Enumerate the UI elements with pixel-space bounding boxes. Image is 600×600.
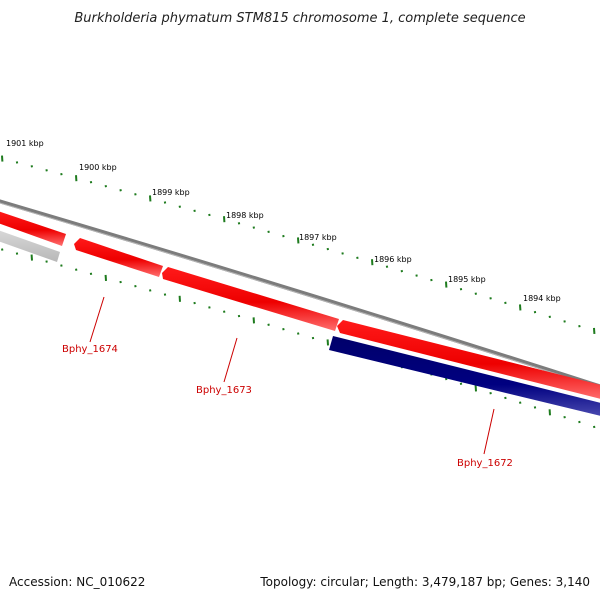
gene-arrow-bphy-1674[interactable] bbox=[74, 238, 163, 277]
tick-label-1894: 1894 kbp bbox=[523, 294, 561, 303]
gene-arrow-bphy-1673[interactable] bbox=[162, 267, 339, 331]
sequence-summary-text: Topology: circular; Length: 3,479,187 bp… bbox=[259, 575, 590, 589]
gene-label-bphy-1672[interactable]: Bphy_1672 bbox=[457, 458, 513, 469]
gene-arrow-partial bbox=[0, 211, 66, 246]
map-title: Burkholderia phymatum STM815 chromosome … bbox=[74, 11, 525, 26]
tick-label-1896: 1896 kbp bbox=[374, 255, 412, 264]
leader-line-bphy-1674 bbox=[89, 296, 105, 343]
faded-neighbor-gene bbox=[0, 230, 60, 262]
gene-label-bphy-1674[interactable]: Bphy_1674 bbox=[62, 344, 118, 355]
tick-label-1899: 1899 kbp bbox=[152, 188, 190, 197]
sequence-backbone bbox=[0, 199, 600, 389]
tick-label-1900: 1900 kbp bbox=[79, 163, 117, 172]
tick-label-1898: 1898 kbp bbox=[226, 211, 264, 220]
tick-label-1897: 1897 kbp bbox=[299, 233, 337, 242]
tick-scale-upper bbox=[1, 155, 596, 334]
tick-label-1895: 1895 kbp bbox=[448, 275, 486, 284]
gene-label-bphy-1673[interactable]: Bphy_1673 bbox=[196, 385, 252, 396]
gene-arrow-reverse-strand[interactable] bbox=[329, 336, 600, 417]
sequence-backbone-highlight bbox=[0, 202, 600, 389]
leader-line-bphy-1672 bbox=[483, 408, 495, 455]
tick-label-1901: 1901 kbp bbox=[6, 139, 44, 148]
accession-text: Accession: NC_010622 bbox=[9, 575, 145, 589]
gene-arrow-bphy-1672-forward[interactable] bbox=[337, 320, 600, 400]
leader-line-bphy-1673 bbox=[223, 337, 238, 383]
